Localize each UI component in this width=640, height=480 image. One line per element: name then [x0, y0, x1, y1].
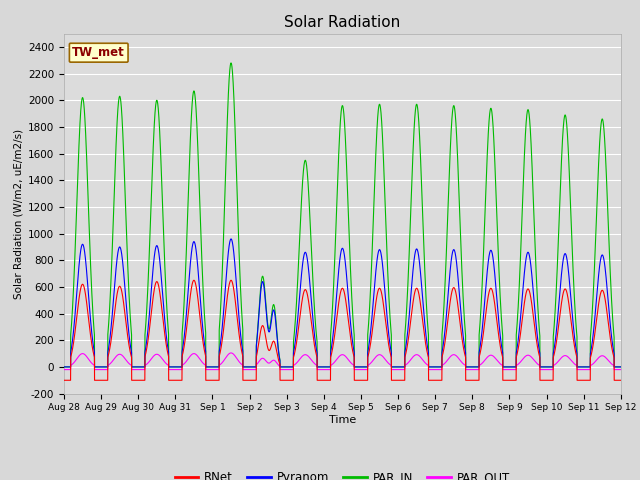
Y-axis label: Solar Radiation (W/m2, uE/m2/s): Solar Radiation (W/m2, uE/m2/s) — [14, 129, 24, 299]
Text: TW_met: TW_met — [72, 46, 125, 59]
Legend: RNet, Pyranom, PAR_IN, PAR_OUT: RNet, Pyranom, PAR_IN, PAR_OUT — [170, 466, 515, 480]
X-axis label: Time: Time — [329, 415, 356, 425]
Title: Solar Radiation: Solar Radiation — [284, 15, 401, 30]
